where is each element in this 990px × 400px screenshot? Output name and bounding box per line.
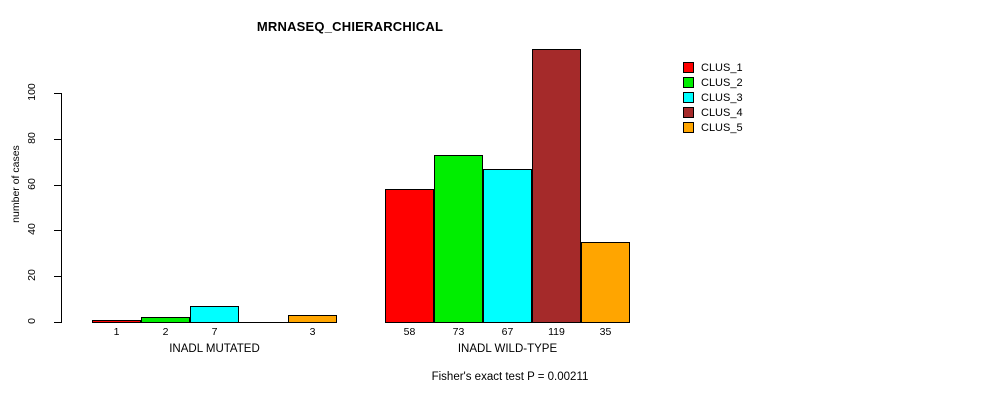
y-axis-tick bbox=[54, 322, 61, 323]
chart-title: MRNASEQ_CHIERARCHICAL bbox=[256, 19, 444, 34]
legend: CLUS_1 CLUS_2 CLUS_3 CLUS_4 CLUS_5 bbox=[683, 60, 743, 135]
bar-clus_2 bbox=[141, 317, 190, 323]
bar-value-label: 3 bbox=[309, 326, 316, 338]
bar-clus_3 bbox=[190, 305, 239, 323]
legend-item-label: CLUS_5 bbox=[701, 121, 743, 134]
bar-value-label: 1 bbox=[113, 326, 120, 338]
legend-item-label: CLUS_1 bbox=[701, 61, 743, 74]
y-axis-line bbox=[61, 93, 62, 323]
legend-swatch-icon bbox=[683, 122, 694, 133]
legend-swatch-icon bbox=[683, 107, 694, 118]
y-axis-tick bbox=[54, 138, 61, 140]
bar-value-label: 35 bbox=[599, 326, 612, 338]
bar-value-label: 7 bbox=[211, 326, 218, 338]
group-label: INADL MUTATED bbox=[169, 343, 260, 355]
bar-value-label: 2 bbox=[162, 326, 169, 338]
legend-item-label: CLUS_2 bbox=[701, 76, 743, 89]
y-axis-tick bbox=[54, 93, 61, 94]
bar-value-label: 73 bbox=[452, 326, 465, 338]
legend-swatch-icon bbox=[683, 62, 694, 73]
bar-clus_1 bbox=[385, 189, 434, 323]
bar-clus_4 bbox=[532, 49, 581, 323]
y-axis-tick bbox=[54, 230, 61, 232]
bar-clus_5 bbox=[581, 241, 630, 323]
legend-item-label: CLUS_3 bbox=[701, 91, 743, 104]
legend-item: CLUS_4 bbox=[683, 105, 743, 120]
bar-clus_5 bbox=[288, 315, 337, 323]
y-axis-tick bbox=[54, 184, 61, 186]
bar-clus_1 bbox=[92, 319, 141, 323]
legend-item: CLUS_1 bbox=[683, 60, 743, 75]
bar-value-label: 67 bbox=[501, 326, 514, 338]
legend-item: CLUS_3 bbox=[683, 90, 743, 105]
statistical-test-annotation: Fisher's exact test P = 0.00211 bbox=[431, 371, 589, 383]
legend-swatch-icon bbox=[683, 77, 694, 88]
bar-value-label: 58 bbox=[403, 326, 416, 338]
legend-swatch-icon bbox=[683, 92, 694, 103]
legend-item: CLUS_5 bbox=[683, 120, 743, 135]
bar-value-label: 119 bbox=[548, 326, 565, 338]
bar-clus_2 bbox=[434, 154, 483, 323]
legend-item-label: CLUS_4 bbox=[701, 106, 743, 119]
bar-clus_3 bbox=[483, 168, 532, 323]
legend-item: CLUS_2 bbox=[683, 75, 743, 90]
y-axis-tick bbox=[54, 276, 61, 278]
group-label: INADL WILD-TYPE bbox=[457, 343, 558, 355]
